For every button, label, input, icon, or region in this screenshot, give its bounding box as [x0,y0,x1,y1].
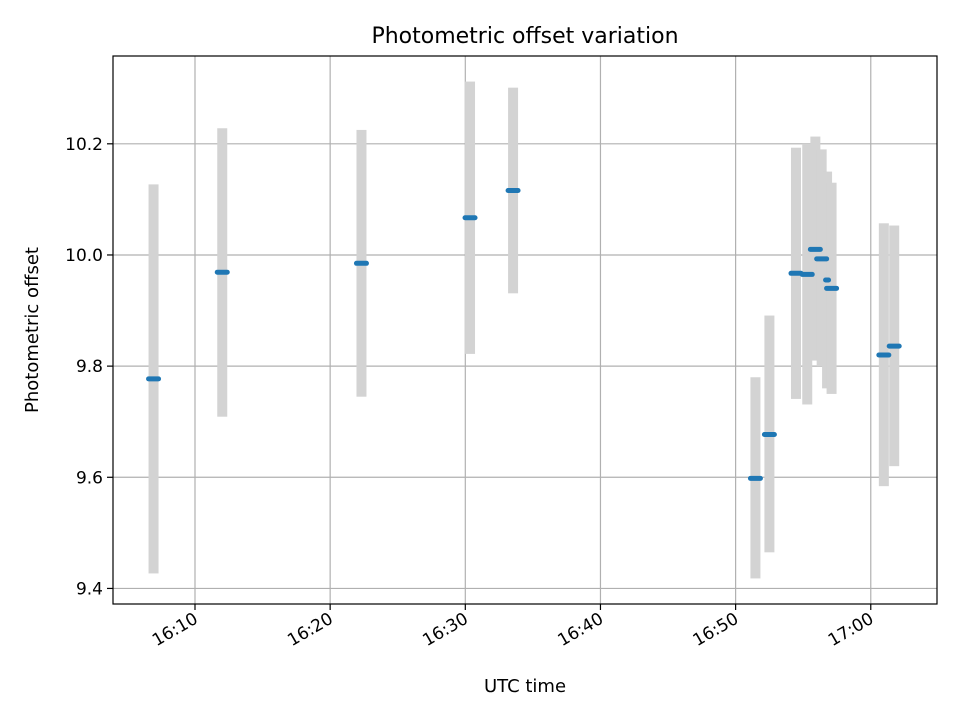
plot-frame [112,55,938,605]
y-tick-label: 9.4 [76,579,103,599]
y-tick-label: 9.8 [76,357,103,377]
y-axis-label: Photometric offset [22,247,43,413]
x-axis-label: UTC time [484,676,566,697]
y-tick-label: 10.0 [65,246,103,266]
y-tick-label: 10.2 [65,135,103,155]
y-tick-label: 9.6 [76,468,103,488]
chart-title: Photometric offset variation [371,24,678,49]
data-points [146,187,902,481]
